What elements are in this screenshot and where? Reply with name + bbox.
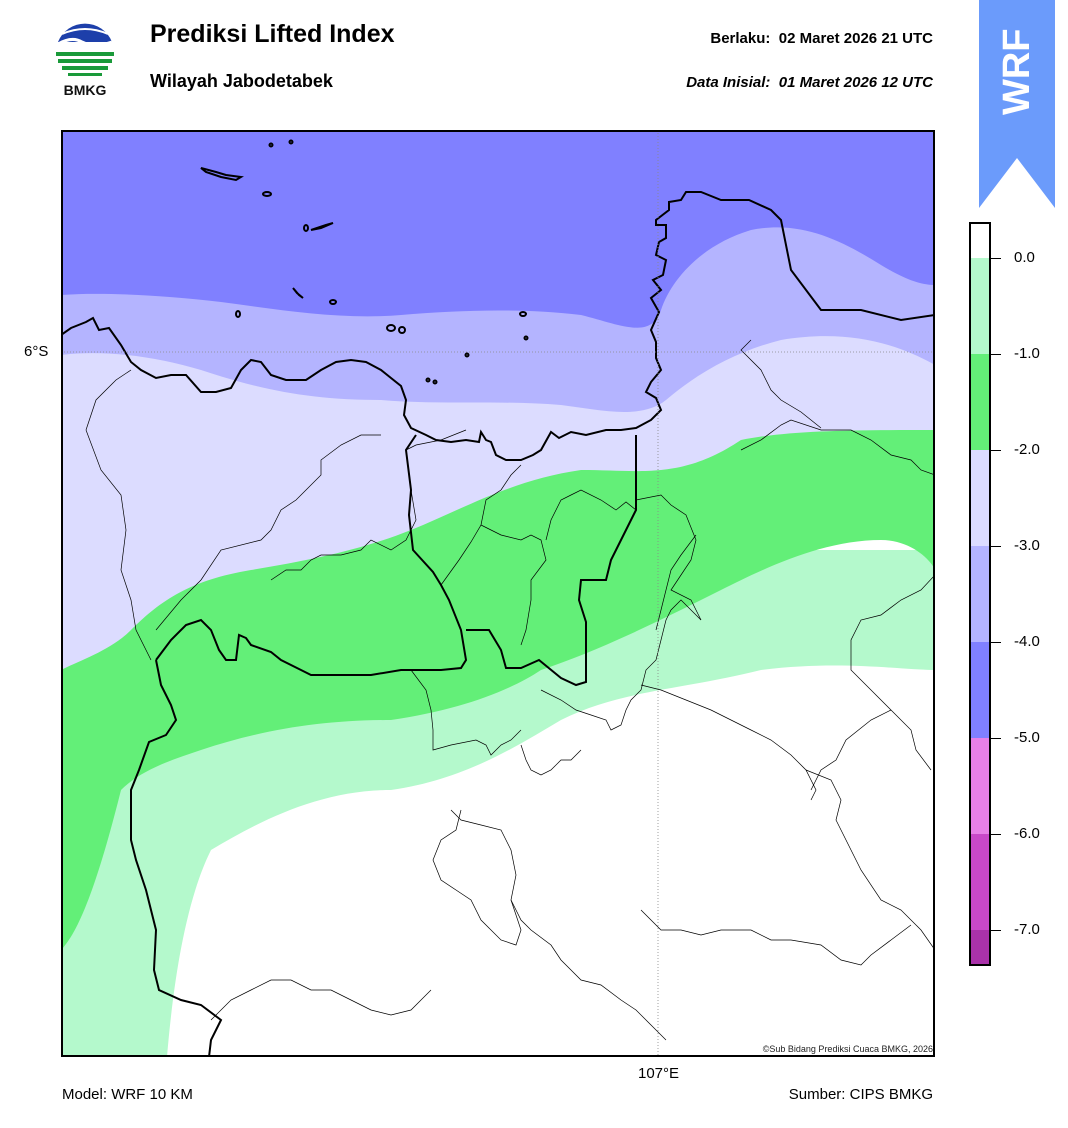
colorbar-tick-label: -7.0 xyxy=(1014,921,1040,938)
band-blue xyxy=(63,132,933,328)
page-title: Prediksi Lifted Index xyxy=(150,20,395,48)
colorbar-tick xyxy=(991,930,1001,931)
colorbar-tick xyxy=(991,450,1001,451)
colorbar-segment xyxy=(971,224,989,258)
init-value: 01 Maret 2026 12 UTC xyxy=(778,74,933,91)
bmkg-logo: BMKG xyxy=(52,20,118,102)
colorbar-tick-label: -3.0 xyxy=(1014,537,1040,554)
coastline xyxy=(63,191,933,461)
colorbar-segment xyxy=(971,354,989,450)
province-border xyxy=(155,434,637,687)
colorbar-tick xyxy=(991,738,1001,739)
colorbar-segment xyxy=(971,546,989,642)
wrf-badge-text: WRF xyxy=(996,28,1038,115)
colorbar-tick-label: -2.0 xyxy=(1014,441,1040,458)
thousand-islands xyxy=(200,139,529,385)
valid-label: Berlaku: xyxy=(710,30,771,47)
map-border xyxy=(61,130,935,1057)
page-subtitle: Wilayah Jabodetabek xyxy=(150,71,333,91)
colorbar-segment xyxy=(971,642,989,738)
colorbar-tick-label: 0.0 xyxy=(1014,249,1035,266)
lat-label-6s: 6°S xyxy=(24,343,49,360)
province-border-west xyxy=(130,659,223,1055)
init-time: Data Inisial: 01 Maret 2026 12 UTC xyxy=(686,74,933,91)
colorbar-tick-label: -6.0 xyxy=(1014,825,1040,842)
regency-borders xyxy=(85,339,933,1041)
valid-time: Berlaku: 02 Maret 2026 21 UTC xyxy=(710,30,933,47)
wrf-badge: WRF xyxy=(979,0,1055,210)
colorbar-segment xyxy=(971,930,989,1026)
colorbar xyxy=(969,222,991,1026)
init-label: Data Inisial: xyxy=(686,74,771,91)
model-label: Model: WRF 10 KM xyxy=(62,1086,193,1103)
source-label: Sumber: CIPS BMKG xyxy=(788,1086,933,1103)
valid-value: 02 Maret 2026 21 UTC xyxy=(778,30,933,47)
logo-text: BMKG xyxy=(63,82,107,98)
colorbar-segment xyxy=(971,834,989,930)
colorbar-segment xyxy=(971,450,989,546)
colorbar-segment xyxy=(971,738,989,834)
lon-label-107e: 107°E xyxy=(638,1065,680,1082)
bmkg-logo-icon xyxy=(56,21,114,79)
colorbar-tick xyxy=(991,642,1001,643)
colorbar-tick-label: -5.0 xyxy=(1014,729,1040,746)
colorbar-tick-label: -1.0 xyxy=(1014,345,1040,362)
up-arrow-icon xyxy=(979,0,1055,208)
colorbar-tick-label: -4.0 xyxy=(1014,633,1040,650)
colorbar-tick xyxy=(991,258,1001,259)
colorbar-border xyxy=(969,222,991,966)
colorbar-tick xyxy=(991,546,1001,547)
copyright-text: ©Sub Bidang Prediksi Cuaca BMKG, 2026 xyxy=(762,1044,933,1054)
lifted-index-map xyxy=(61,130,935,1057)
colorbar-tick xyxy=(991,834,1001,835)
colorbar-segment xyxy=(971,258,989,354)
colorbar-tick xyxy=(991,354,1001,355)
